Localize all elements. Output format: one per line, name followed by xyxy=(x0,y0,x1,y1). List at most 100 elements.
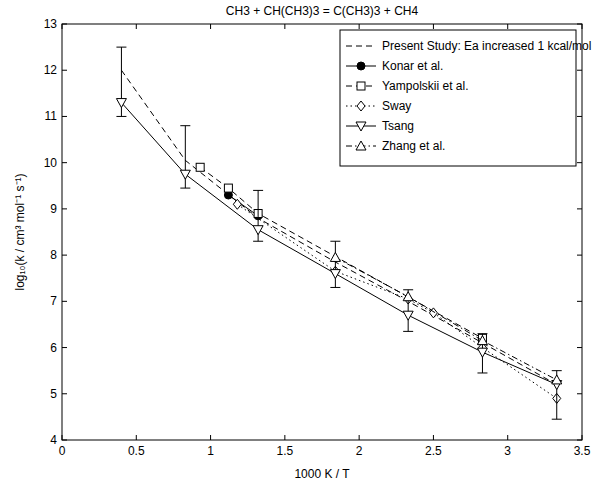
y-tick xyxy=(62,70,67,71)
y-tick xyxy=(62,24,67,25)
error-bar-stem xyxy=(335,241,336,287)
x-tick-label: 2.5 xyxy=(425,444,442,458)
error-bar xyxy=(330,241,340,287)
x-tick xyxy=(210,24,211,29)
x-tick xyxy=(359,435,360,440)
y-tick xyxy=(577,24,582,25)
error-bar-cap xyxy=(116,116,126,117)
error-bar-cap xyxy=(477,372,487,373)
legend-label: Zhang et al. xyxy=(382,139,445,153)
data-point xyxy=(403,292,413,301)
x-tick xyxy=(433,435,434,440)
error-bar-cap xyxy=(330,287,340,288)
error-bar xyxy=(403,290,413,332)
series-line xyxy=(237,204,556,398)
error-bar-cap xyxy=(330,241,340,242)
legend-label: Present Study: Ea increased 1 kcal/mol xyxy=(382,39,591,53)
x-tick-label: 0.5 xyxy=(128,444,145,458)
y-tick-label: 12 xyxy=(44,63,58,77)
x-tick xyxy=(284,24,285,29)
error-bar-cap xyxy=(180,125,190,126)
error-bar-cap xyxy=(403,289,413,290)
y-tick xyxy=(62,347,67,348)
y-tick-label: 10 xyxy=(44,156,58,170)
error-bar-cap xyxy=(253,241,263,242)
error-bar xyxy=(116,47,126,116)
series-line xyxy=(335,257,556,379)
y-tick xyxy=(577,162,582,163)
y-tick-label: 13 xyxy=(44,17,58,31)
error-bar-cap xyxy=(116,47,126,48)
x-tick-label: 1 xyxy=(207,444,214,458)
x-tick-label: 3.5 xyxy=(574,444,591,458)
x-tick-label: 2 xyxy=(356,444,363,458)
error-bar xyxy=(552,371,562,420)
error-bar xyxy=(253,190,263,241)
error-bar-cap xyxy=(403,331,413,332)
y-tick-label: 11 xyxy=(45,109,58,123)
y-tick xyxy=(577,393,582,394)
data-point xyxy=(403,311,413,320)
x-tick xyxy=(359,24,360,29)
data-point xyxy=(330,270,340,279)
legend-marker xyxy=(356,122,366,131)
x-tick xyxy=(582,24,583,29)
x-tick xyxy=(433,24,434,29)
error-bar-cap xyxy=(552,419,562,420)
x-tick xyxy=(62,435,63,440)
data-point xyxy=(224,184,232,192)
data-point xyxy=(233,199,241,209)
x-tick xyxy=(507,24,508,29)
x-tick xyxy=(210,435,211,440)
x-tick xyxy=(507,435,508,440)
legend-marker xyxy=(357,62,365,70)
y-tick xyxy=(62,301,67,302)
y-tick xyxy=(577,347,582,348)
legend-marker xyxy=(357,82,365,90)
y-tick xyxy=(62,116,67,117)
data-point xyxy=(477,348,487,357)
y-axis-label: log₁₀(k / cm³ mol⁻¹ s⁻¹) xyxy=(13,173,27,290)
legend: Present Study: Ea increased 1 kcal/molKo… xyxy=(340,30,591,166)
legend-label: Yampolskii et al. xyxy=(382,79,468,93)
y-tick xyxy=(577,70,582,71)
y-tick-label: 8 xyxy=(50,248,57,262)
y-tick-label: 7 xyxy=(50,294,57,308)
data-point xyxy=(196,163,204,171)
background xyxy=(0,0,609,489)
data-point xyxy=(429,308,437,318)
error-bar-cap xyxy=(552,370,562,371)
legend-marker xyxy=(356,141,366,150)
legend-label: Sway xyxy=(382,99,411,113)
chart: CH3 + CH(CH3)3 = C(CH3)3 + CH41000 K / T… xyxy=(0,0,609,489)
legend-marker xyxy=(357,101,365,111)
y-tick xyxy=(577,255,582,256)
y-tick xyxy=(62,255,67,256)
plot-frame xyxy=(62,24,582,440)
title: CH3 + CH(CH3)3 = C(CH3)3 + CH4 xyxy=(226,4,419,18)
y-tick-label: 6 xyxy=(50,341,57,355)
y-tick-label: 4 xyxy=(50,433,57,447)
error-bar-cap xyxy=(253,190,263,191)
y-tick-label: 5 xyxy=(50,387,57,401)
x-tick-label: 0 xyxy=(59,444,66,458)
y-tick xyxy=(577,208,582,209)
x-tick-label: 3 xyxy=(504,444,511,458)
series-line xyxy=(200,167,482,338)
y-tick xyxy=(62,440,67,441)
data-point xyxy=(330,252,340,261)
data-point xyxy=(552,375,562,384)
data-point xyxy=(116,99,126,108)
y-tick-label: 9 xyxy=(50,202,57,216)
y-tick xyxy=(577,440,582,441)
data-point xyxy=(253,226,263,235)
x-tick xyxy=(582,435,583,440)
y-tick xyxy=(62,393,67,394)
data-point xyxy=(477,336,487,345)
y-tick xyxy=(62,208,67,209)
y-tick xyxy=(577,301,582,302)
x-tick xyxy=(136,24,137,29)
x-tick xyxy=(284,435,285,440)
legend-label: Tsang xyxy=(382,119,414,133)
y-tick xyxy=(62,162,67,163)
